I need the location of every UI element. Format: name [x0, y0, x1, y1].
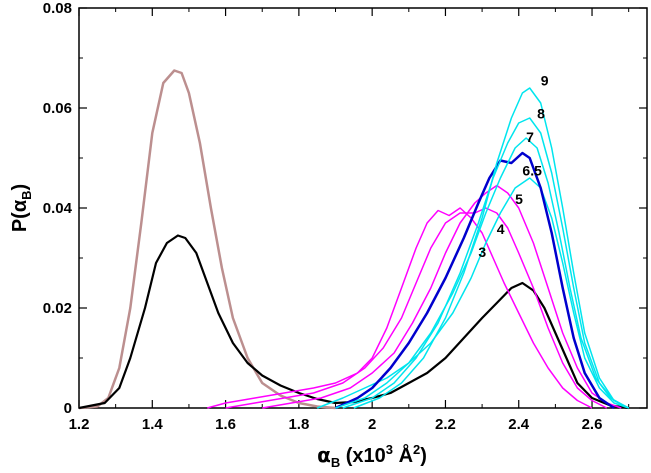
series-label: 8	[537, 106, 545, 122]
axis-ticks	[78, 7, 647, 409]
x-axis-title-sub: B	[331, 455, 340, 470]
x-tick-label: 2.2	[435, 416, 456, 433]
series-label: 3	[478, 244, 486, 260]
tick-labels: 1.2 1.4 1.6 1.8 2 2.2 2.4 2.6 0 0.02 0.04 0.06 0.08	[43, 0, 603, 433]
x-axis-title-unit: Å	[393, 443, 413, 467]
x-tick-label: 2.6	[582, 416, 603, 433]
x-axis-title-mid: (x10	[340, 445, 386, 467]
series-label: 9	[541, 73, 549, 89]
series-line-cyan-low	[316, 177, 629, 409]
x-tick-label: 1.4	[142, 416, 164, 433]
series-line-magenta-3	[207, 207, 593, 409]
x-tick-label: 2.4	[508, 416, 530, 433]
series-line-cyan-7	[335, 137, 630, 409]
x-tick-label: 1.6	[215, 416, 236, 433]
x-axis-title-main: α	[317, 443, 331, 467]
x-tick-label: 1.8	[288, 416, 309, 433]
y-tick-label: 0.04	[43, 200, 73, 217]
series-line-cyan-8	[342, 117, 630, 409]
series-line-magenta-4	[225, 207, 608, 409]
x-tick-label: 2	[368, 416, 376, 433]
annotation-layer: 9 87 6.5 543	[478, 73, 548, 261]
y-tick-label: 0	[64, 400, 72, 417]
series-line-magenta-5	[262, 184, 622, 409]
series-label: 5	[515, 191, 523, 207]
series-label: 6.5	[522, 163, 542, 179]
x-axis-title-sup2: 2	[413, 442, 420, 457]
y-axis-title-main: P(α	[9, 199, 31, 232]
y-axis-title-sub: B	[19, 190, 34, 199]
y-axis-title-close: )	[9, 184, 31, 191]
y-tick-label: 0.08	[43, 0, 72, 17]
y-tick-label: 0.06	[43, 100, 72, 117]
series-label: 4	[497, 221, 505, 237]
series-line-brown-peak	[78, 69, 336, 410]
y-axis-title: P(αB)	[9, 184, 34, 232]
series-layer	[78, 69, 630, 410]
series-label: 7	[526, 129, 534, 145]
y-tick-label: 0.02	[43, 300, 72, 317]
x-tick-label: 1.2	[69, 416, 90, 433]
x-axis-title-close: )	[420, 445, 427, 467]
x-axis-title: αB (x103 Å2)	[317, 442, 427, 470]
series-line-cyan-9	[353, 87, 630, 409]
x-axis-title-sup1: 3	[386, 442, 393, 457]
